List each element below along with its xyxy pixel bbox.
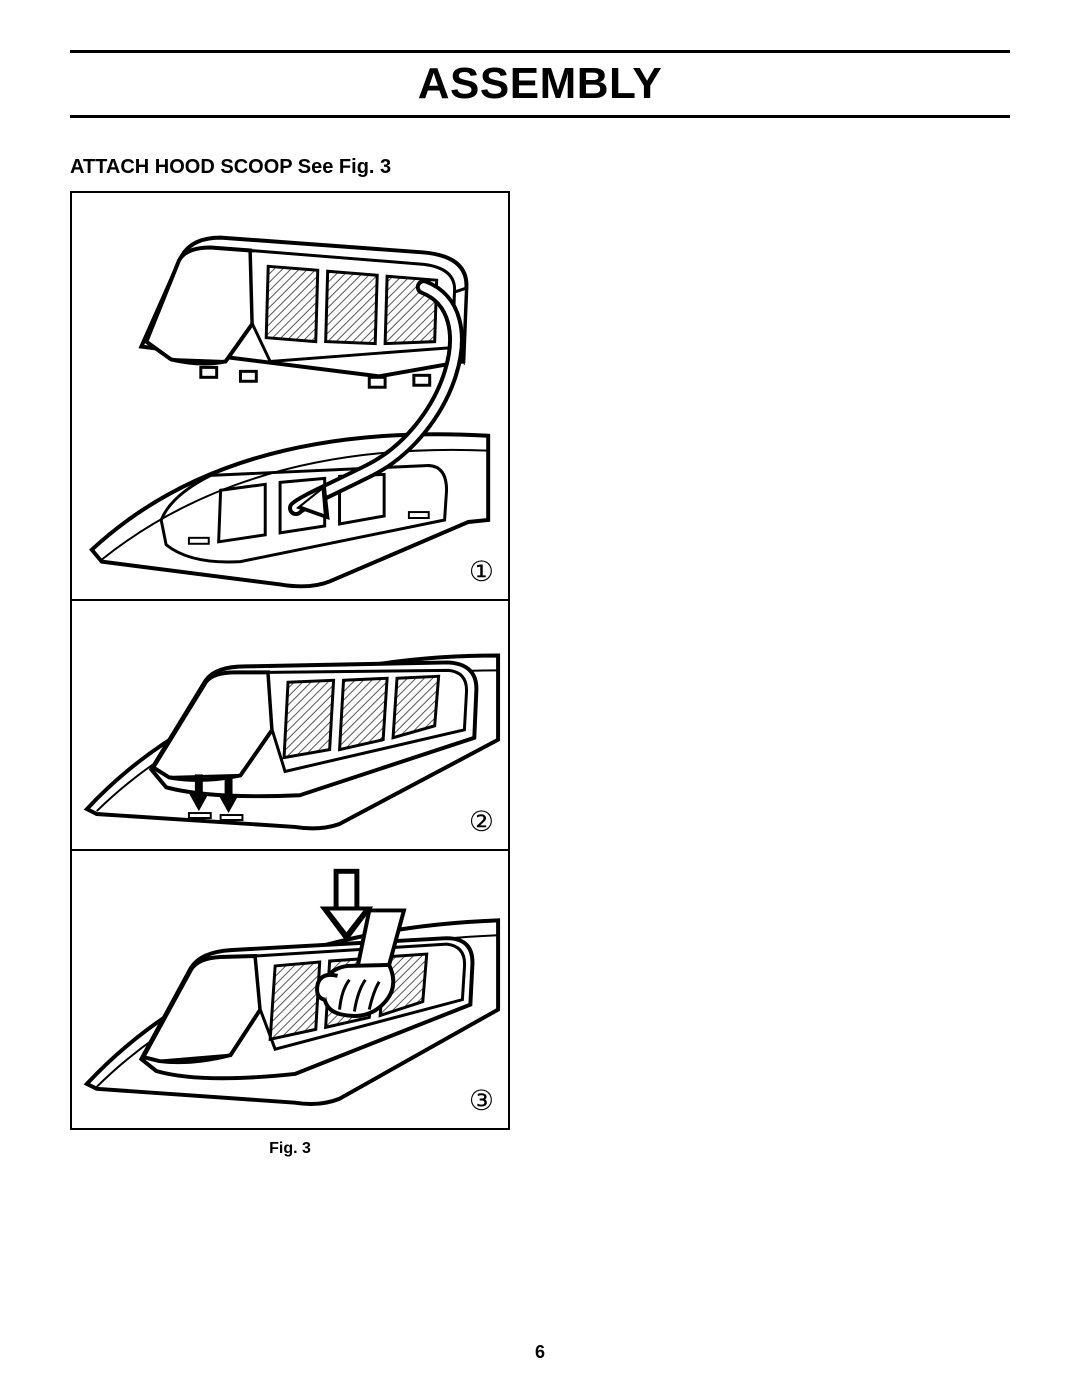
step-number-2: ② [469,805,494,839]
figure-panel-3: ③ [72,851,508,1128]
page-title: ASSEMBLY [70,59,1010,109]
page-number: 6 [0,1342,1080,1363]
panel-1-illustration [72,193,508,599]
section-heading: ATTACH HOOD SCOOP See Fig. 3 [70,156,1010,179]
panel-2-illustration [72,601,508,849]
hood-scoop-part [141,238,466,388]
step-number-3: ③ [469,1084,494,1118]
panel-3-illustration [72,851,508,1128]
page-title-block: ASSEMBLY [70,50,1010,118]
figure-panel-1: ① [72,193,508,601]
figure-caption: Fig. 3 [70,1140,510,1158]
hood-scoop-part [141,938,472,1078]
figure-panel-2: ② [72,601,508,851]
figure-3: ① [70,191,510,1130]
step-number-1: ① [469,555,494,589]
